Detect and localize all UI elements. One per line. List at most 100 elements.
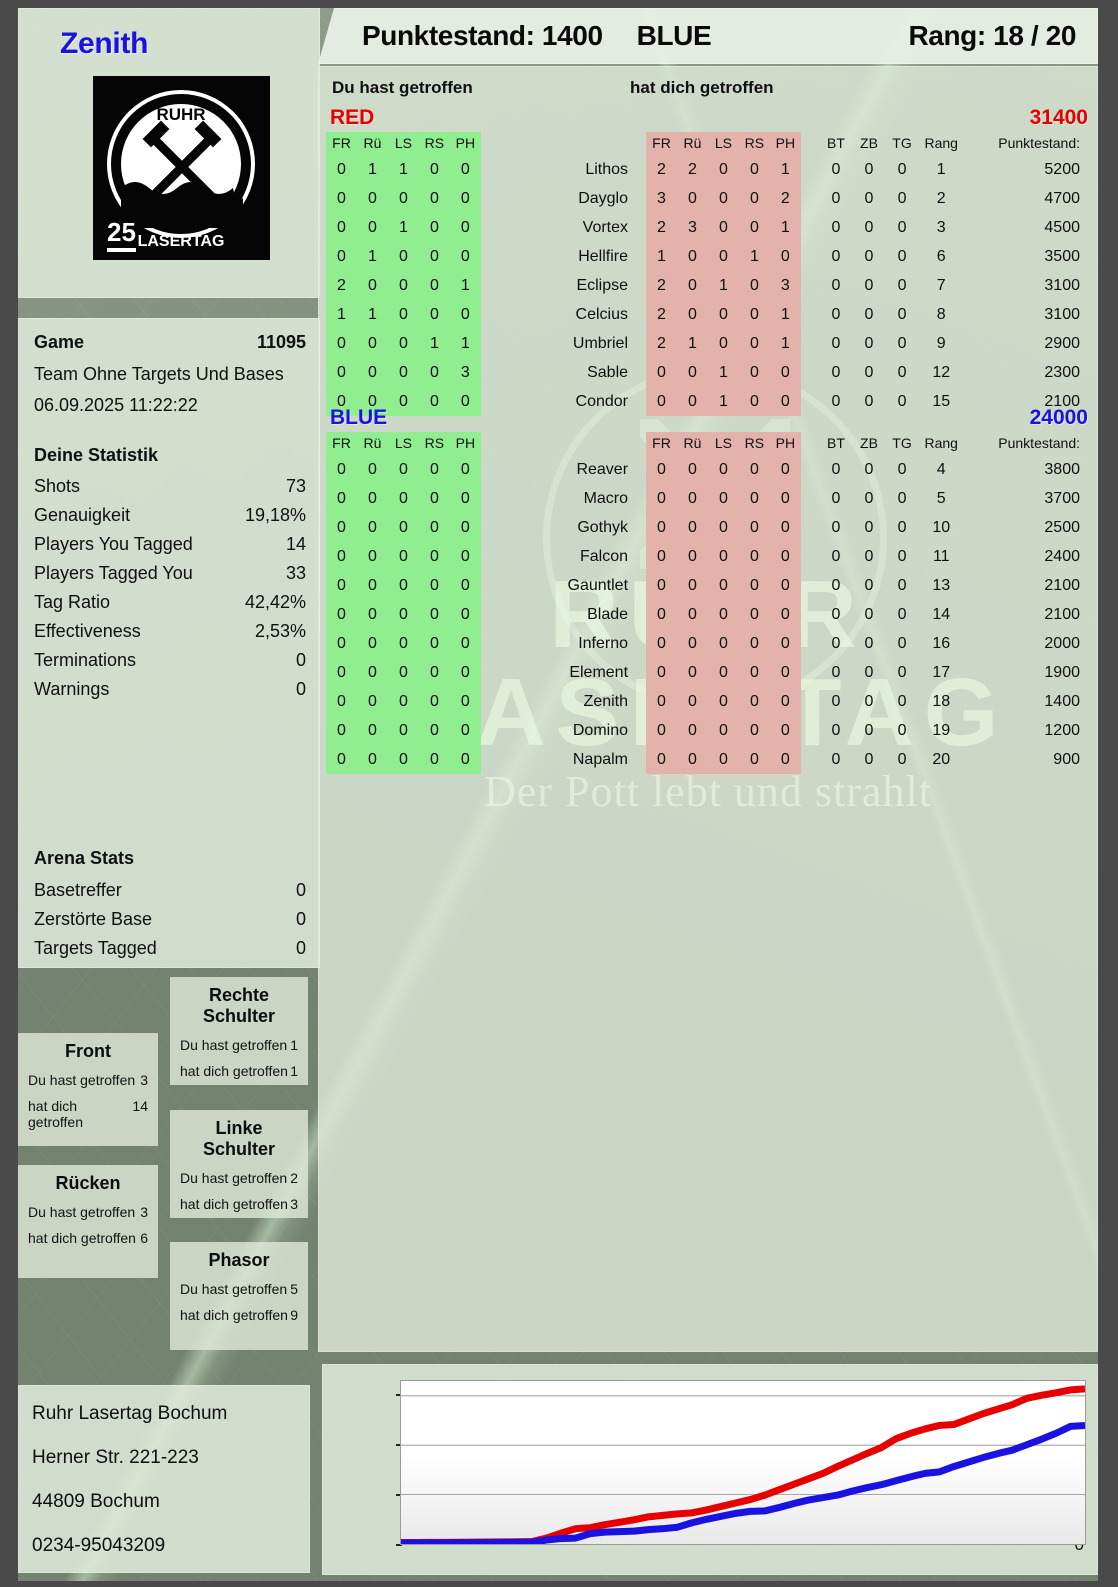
table-row[interactable]: 2 0 0 0 1 Eclipse 2 0 1 0 3 0 0 0 7 3100 [326,271,1090,300]
cell-you-hit: 0 [356,716,388,745]
cell-hit-you: 0 [676,600,708,629]
cell-tg: 0 [897,605,907,623]
cell-spacer [481,716,498,745]
table-row[interactable]: 0 0 0 0 0 Reaver 0 0 0 0 0 0 0 0 4 3800 [326,455,1090,484]
cell-hit-you: 1 [769,300,801,329]
cell-hit-you: 0 [676,629,708,658]
cell-score: 4500 [1044,218,1080,236]
table-row[interactable]: 0 0 0 0 0 Macro 0 0 0 0 0 0 0 0 5 3700 [326,484,1090,513]
cell-hit-you: 0 [676,300,708,329]
cell-spacer [801,687,820,716]
cell-bt: 0 [831,605,841,623]
cell-you-hit: 0 [387,300,419,329]
cell-hit-you: 0 [676,484,708,513]
table-row[interactable]: 0 0 0 0 0 Blade 0 0 0 0 0 0 0 0 14 2100 [326,600,1090,629]
cell-you-hit: 0 [449,484,481,513]
arena-stat-row: Zerstörte Base 0 [34,909,306,930]
table-row[interactable]: 0 0 1 0 0 Vortex 2 3 0 0 1 0 0 0 3 4500 [326,213,1090,242]
cell-bt: 0 [831,160,841,178]
stat-value: 73 [285,476,306,496]
cell-you-hit: 0 [387,629,419,658]
cell-you-hit: 0 [356,600,388,629]
cell-zb: 0 [864,247,874,265]
cell-hit-you: 0 [646,455,677,484]
cell-hit-you: 0 [646,542,677,571]
cell-hit-you: 0 [676,745,708,774]
cell-you-hit: 0 [418,155,450,184]
cell-hit-you: 0 [676,687,708,716]
cell-bt: 0 [831,247,841,265]
table-row[interactable]: 1 1 0 0 0 Celcius 2 0 0 0 1 0 0 0 8 3100 [326,300,1090,329]
stat-row: Tag Ratio 42,42% [34,592,306,613]
table-row[interactable]: 0 0 0 0 0 Gauntlet 0 0 0 0 0 0 0 0 13 2100 [326,571,1090,600]
bodypart-phasor-hityou-label: hat dich getroffen [180,1307,288,1323]
stat-label: Genauigkeit [34,505,131,525]
player-name: Element [569,663,629,681]
cell-you-hit: 0 [326,455,357,484]
chart-series-blue [401,1425,1085,1543]
player-name: Vortex [582,218,629,236]
cell-spacer [481,600,498,629]
cell-you-hit: 0 [356,571,388,600]
cell-bt: 0 [831,663,841,681]
cell-tg: 0 [897,218,907,236]
table-row[interactable]: 0 1 1 0 0 Lithos 2 2 0 0 1 0 0 0 1 5200 [326,155,1090,184]
table-row[interactable]: 0 0 0 0 0 Napalm 0 0 0 0 0 0 0 0 20 900 [326,745,1090,774]
cell-hit-you: 0 [676,716,708,745]
cell-spacer [801,571,820,600]
cell-tg: 0 [897,547,907,565]
cell-you-hit: 0 [326,571,357,600]
stat-value: 42,42% [244,592,306,612]
player-stats-panel: Game 11095 Team Ohne Targets Und Bases 0… [18,318,320,968]
cell-you-hit: 0 [418,300,450,329]
table-row[interactable]: 0 1 0 0 0 Hellfire 1 0 0 1 0 0 0 0 6 3500 [326,242,1090,271]
team-total-score: 31400 [1029,106,1088,129]
column-header: FR [326,132,357,155]
cell-hit-you: 1 [646,242,677,271]
cell-zb: 0 [864,160,874,178]
cell-tg: 0 [897,518,907,536]
cell-hit-you: 0 [707,300,739,329]
cell-you-hit: 3 [449,358,481,387]
cell-you-hit: 0 [449,716,481,745]
bodypart-phasor-hityou-value: 9 [290,1307,298,1323]
cell-you-hit: 0 [356,629,388,658]
table-row[interactable]: 0 0 0 0 0 Element 0 0 0 0 0 0 0 0 17 1900 [326,658,1090,687]
column-header: Punktestand: [998,435,1080,451]
chart-tick-mark [396,1494,402,1496]
column-header: LS [387,432,419,455]
stats-title: Deine Statistik [34,445,159,465]
player-name: Inferno [578,634,629,652]
cell-you-hit: 0 [418,358,450,387]
cell-you-hit: 0 [387,513,419,542]
table-row[interactable]: 0 0 0 0 0 Dayglo 3 0 0 0 2 0 0 0 2 4700 [326,184,1090,213]
table-row[interactable]: 0 0 0 0 0 Condor 0 0 1 0 0 0 0 0 15 2100 [326,387,1090,416]
table-row[interactable]: 0 0 0 1 1 Umbriel 2 1 0 0 1 0 0 0 9 2900 [326,329,1090,358]
table-row[interactable]: 0 0 0 0 0 Inferno 0 0 0 0 0 0 0 0 16 2000 [326,629,1090,658]
bodypart-ruecken: Rücken Du hast getroffen 3 hat dich getr… [18,1165,158,1278]
cell-bt: 0 [831,547,841,565]
cell-tg: 0 [897,489,907,507]
stat-row: Shots 73 [34,476,306,497]
cell-rang: 10 [932,518,951,536]
cell-hit-you: 1 [769,213,801,242]
table-row[interactable]: 0 0 0 0 0 Falcon 0 0 0 0 0 0 0 0 11 2400 [326,542,1090,571]
table-row[interactable]: 0 0 0 0 3 Sable 0 0 1 0 0 0 0 0 12 2300 [326,358,1090,387]
cell-score: 3800 [1044,460,1080,478]
cell-you-hit: 0 [449,513,481,542]
table-row[interactable]: 0 0 0 0 0 Zenith 0 0 0 0 0 0 0 0 18 1400 [326,687,1090,716]
player-name: Dayglo [578,189,629,207]
cell-zb: 0 [864,334,874,352]
column-header: Rü [356,132,388,155]
cell-you-hit: 0 [418,242,450,271]
cell-you-hit: 0 [387,271,419,300]
cell-zb: 0 [864,305,874,323]
cell-tg: 0 [897,189,907,207]
table-row[interactable]: 0 0 0 0 0 Gothyk 0 0 0 0 0 0 0 0 10 2500 [326,513,1090,542]
cell-hit-you: 0 [738,455,770,484]
cell-you-hit: 0 [418,455,450,484]
cell-spacer [801,242,820,271]
table-row[interactable]: 0 0 0 0 0 Domino 0 0 0 0 0 0 0 0 19 1200 [326,716,1090,745]
cell-bt: 0 [831,576,841,594]
cell-score: 5200 [1044,160,1080,178]
